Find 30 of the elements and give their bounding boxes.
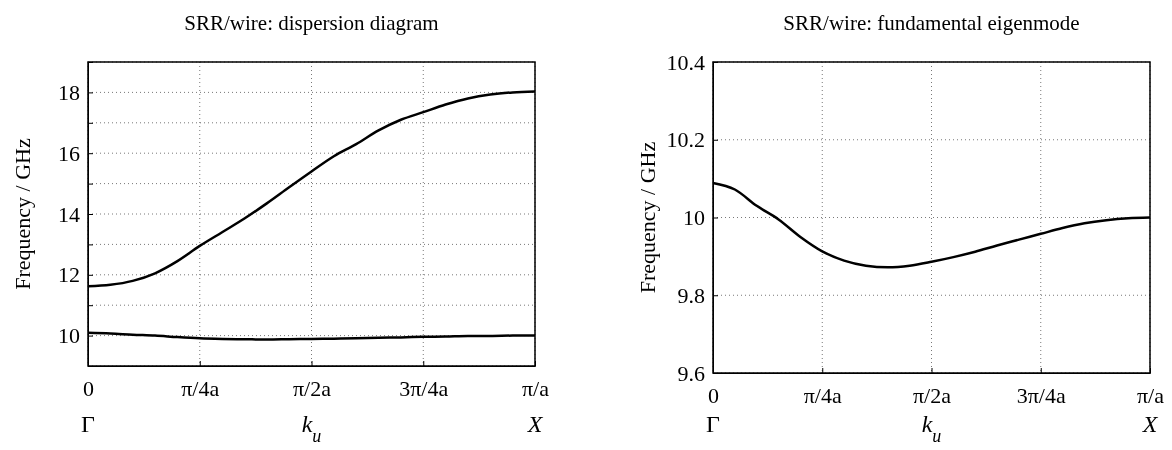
y-axis-title: Frequency / GHz — [635, 141, 660, 294]
x-tick-label: π/a — [522, 375, 550, 401]
x-tick-label: π/4a — [803, 382, 842, 408]
y-tick-label: 10 — [683, 205, 705, 231]
x-axis-title: k$_{u}$ — [301, 411, 322, 446]
y-tick-label: 10.2 — [666, 127, 705, 153]
x-tick-label: π/2a — [913, 382, 952, 408]
x-tick-label: π/2a — [293, 375, 332, 401]
x-tick-label: 3π/4a — [1016, 382, 1066, 408]
x-tick-label: 3π/4a — [399, 375, 449, 401]
y-tick-label: 9.8 — [677, 282, 705, 308]
y-tick-label: 10.4 — [666, 49, 705, 75]
text: X — [1141, 411, 1159, 437]
chart-title: SRR/wire: fundamental eigenmode — [783, 11, 1080, 35]
text: Γ — [706, 411, 721, 437]
x-tick-label: π/a — [1137, 382, 1165, 408]
y-axis-title: Frequency / GHz — [10, 138, 35, 290]
y-tick-label: 14 — [58, 201, 80, 227]
x-axis-title: k$_{u}$ — [921, 411, 942, 446]
text: Γ — [81, 411, 96, 437]
text: X — [526, 411, 544, 437]
y-tick-label: 12 — [58, 262, 80, 288]
x-tick-label: 0 — [83, 375, 94, 401]
y-tick-label: 10 — [58, 323, 80, 349]
chart-title: SRR/wire: dispersion diagram — [184, 11, 439, 35]
x-tick-label: π/4a — [181, 375, 220, 401]
y-tick-label: 16 — [58, 140, 80, 166]
x-tick-label: 0 — [708, 382, 719, 408]
y-tick-label: 18 — [58, 79, 80, 105]
y-tick-label: 9.6 — [677, 360, 705, 386]
